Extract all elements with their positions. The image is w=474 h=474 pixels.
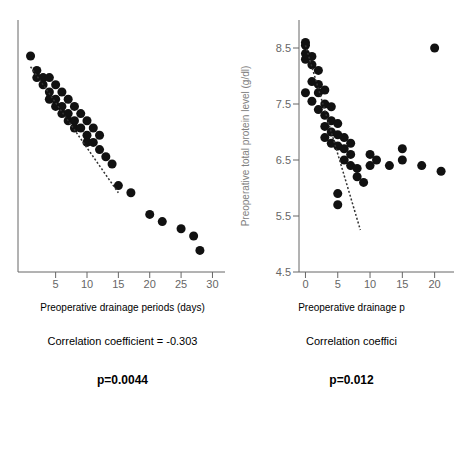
svg-text:0: 0: [302, 278, 308, 290]
svg-text:8.5: 8.5: [276, 42, 291, 54]
svg-text:30: 30: [206, 278, 218, 290]
svg-text:10: 10: [364, 278, 376, 290]
svg-text:20: 20: [429, 278, 441, 290]
svg-text:5: 5: [335, 278, 341, 290]
svg-text:4.5: 4.5: [276, 266, 291, 278]
svg-text:5.5: 5.5: [276, 210, 291, 222]
svg-text:Preoperative total protein lev: Preoperative total protein level (g/dl): [240, 66, 251, 227]
svg-text:15: 15: [112, 278, 124, 290]
html-text:p=0.0044: p=0.0044: [97, 373, 148, 387]
svg-text:20: 20: [144, 278, 156, 290]
html-text:Preoperative drainage periods: Preoperative drainage periods (days): [40, 302, 205, 313]
svg-text:6.5: 6.5: [276, 154, 291, 166]
html-text:Correlation coefficient = -0.3: Correlation coefficient = -0.303: [47, 335, 198, 347]
html-text:p=0.012: p=0.012: [329, 373, 374, 387]
svg-text:7.5: 7.5: [276, 98, 291, 110]
html-text:Preoperative drainage p: Preoperative drainage p: [298, 302, 405, 313]
svg-text:5: 5: [53, 278, 59, 290]
svg-text:10: 10: [81, 278, 93, 290]
svg-text:25: 25: [175, 278, 187, 290]
svg-text:15: 15: [396, 278, 408, 290]
html-text:Correlation coeffici: Correlation coeffici: [306, 335, 397, 347]
